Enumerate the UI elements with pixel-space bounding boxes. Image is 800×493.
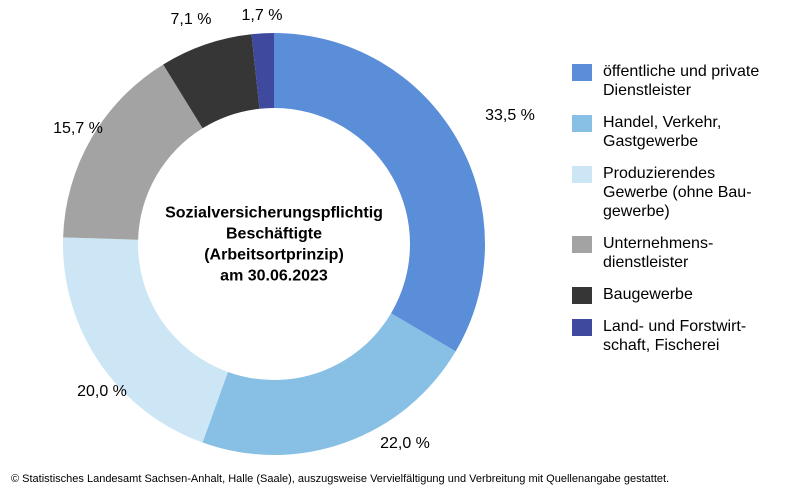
slice-label-5: 7,1 % [171, 11, 212, 28]
legend-swatch-5 [572, 287, 592, 304]
slice-label-2: 22,0 % [380, 435, 430, 452]
slice-4 [63, 64, 203, 240]
slice-2 [202, 313, 456, 455]
center-label-line-3: (Arbeitsortprinzip) [204, 247, 344, 264]
legend-item-6: Land- und Forstwirt- schaft, Fischerei [572, 317, 797, 355]
slice-6 [251, 33, 274, 109]
center-label-line-2: Beschäftigte [226, 226, 322, 243]
legend-label-3: Produzierendes Gewerbe (ohne Bau- gewerb… [603, 165, 752, 220]
legend-item-5: Baugewerbe [572, 285, 797, 304]
slice-label-6: 1,7 % [242, 7, 283, 24]
legend-swatch-4 [572, 236, 592, 253]
slice-label-4: 15,7 % [53, 120, 103, 137]
legend-swatch-2 [572, 115, 592, 132]
donut-slices [62, 33, 486, 455]
legend-label-2: Handel, Verkehr, Gastgewerbe [603, 114, 722, 150]
chart-legend: öffentliche und private Dienstleister Han… [572, 62, 797, 368]
slice-label-1: 33,5 % [485, 107, 535, 124]
legend-item-1: öffentliche und private Dienstleister [572, 62, 797, 100]
legend-swatch-3 [572, 166, 592, 183]
slice-1 [274, 33, 486, 352]
slice-3 [62, 237, 228, 443]
legend-item-2: Handel, Verkehr, Gastgewerbe [572, 113, 797, 151]
legend-swatch-1 [572, 64, 592, 81]
slice-labels: 33,5 % 22,0 % 20,0 % 15,7 % 7,1 % 1,7 % [53, 7, 535, 452]
legend-item-4: Unternehmens- dienstleister [572, 234, 797, 272]
legend-swatch-6 [572, 319, 592, 336]
center-label: Sozialversicherungspflichtig Beschäftigte… [165, 205, 383, 285]
legend-label-6: Land- und Forstwirt- schaft, Fischerei [603, 318, 747, 354]
slice-5 [163, 34, 260, 129]
legend-label-4: Unternehmens- dienstleister [603, 235, 714, 271]
legend-label-5: Baugewerbe [603, 286, 693, 303]
slice-label-3: 20,0 % [77, 383, 127, 400]
legend-item-3: Produzierendes Gewerbe (ohne Bau- gewerb… [572, 164, 797, 221]
center-label-line-1: Sozialversicherungspflichtig [165, 205, 383, 222]
center-label-line-4: am 30.06.2023 [220, 268, 328, 285]
copyright-footer: © Statistisches Landesamt Sachsen-Anhalt… [11, 473, 670, 485]
legend-label-1: öffentliche und private Dienstleister [603, 63, 760, 99]
